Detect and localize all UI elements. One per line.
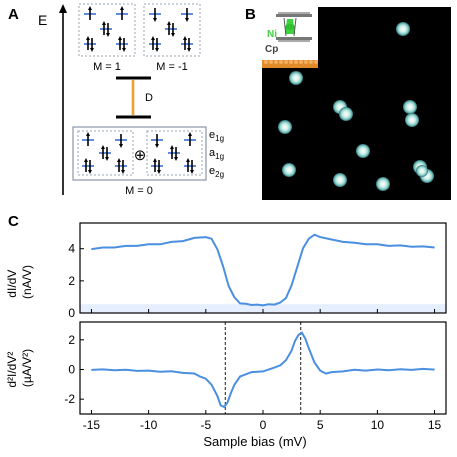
label-m-zero: M = 0 (125, 185, 153, 197)
molecule (282, 163, 296, 177)
orbital-label-a1g: a1g (209, 147, 224, 161)
panel-c-letter: C (8, 213, 19, 230)
panel-a-letter: A (8, 6, 19, 23)
panel-b: B Ni Cp (245, 6, 451, 200)
molecule (405, 113, 419, 127)
x-tick-label: 10 (371, 418, 385, 432)
ni-label: Ni (267, 29, 277, 40)
molecule (403, 100, 417, 114)
x-tick-label: -5 (200, 418, 211, 432)
y-tick-label: -2 (64, 392, 75, 406)
x-tick-label: 5 (317, 418, 324, 432)
didv-series-line (91, 233, 435, 307)
d2idv2-chart: -2 0 2 -15 -10 -5 0 5 10 15 d²I/dV² (µA/V²) (5, 321, 447, 432)
didv-y-ticks: 0 2 4 (68, 242, 436, 320)
orbital-diagram (149, 8, 193, 52)
y-tick-label: 0 (68, 306, 75, 320)
copper-substrate (262, 60, 318, 68)
zero-baseline-band (80, 304, 446, 313)
d2idv2-plot-frame (79, 321, 447, 415)
state-box-m-plus-1 (78, 3, 136, 57)
dashed-markers (224, 322, 302, 414)
orbital-diagram (84, 6, 128, 52)
gap-label: D (145, 92, 153, 104)
state-box-m-zero: ⊕ (72, 126, 207, 181)
molecule (339, 107, 353, 121)
orbital-label-e1g: e1g (209, 129, 224, 143)
d2idv2-series-line (91, 331, 435, 409)
molecule (289, 71, 303, 85)
molecule (356, 144, 370, 158)
y-tick-label: 0 (68, 362, 75, 376)
didv-chart: 0 2 4 dI/dV (nA/V) (5, 222, 447, 320)
panel-c: C 0 2 4 dI/dV (nA/V) -2 0 2 -15 -10 -5 0 5 10 15 d²… (5, 213, 447, 449)
state-box-m-minus-1 (143, 3, 201, 57)
d2idv2-ylabel: d²I/dV² (µA/V²) (5, 348, 34, 387)
x-tick-label: 0 (260, 418, 267, 432)
panel-b-letter: B (245, 6, 256, 23)
panel-a: A E (8, 3, 224, 197)
didv-ylabel: dI/dV (nA/V) (5, 265, 34, 299)
label-m-minus-1: M = -1 (156, 61, 187, 73)
y-tick-label: 2 (68, 333, 75, 347)
energy-axis-label: E (38, 12, 47, 28)
molecule (376, 177, 390, 191)
x-axis-label: Sample bias (mV) (203, 434, 306, 449)
y-tick-label: 2 (68, 274, 75, 288)
molecule (396, 22, 410, 36)
nickelocene-model-icon (276, 12, 312, 42)
orbital-diagram (82, 132, 196, 174)
molecule (333, 173, 347, 187)
didv-plot-frame (79, 222, 447, 314)
x-tick-label: -10 (140, 418, 158, 432)
d2idv2-ticks: -2 0 2 -15 -10 -5 0 5 10 15 (64, 333, 441, 432)
adsorbed-molecules (278, 22, 434, 191)
y-tick-label: 4 (68, 242, 75, 256)
molecule (416, 165, 428, 177)
orbital-label-e2g: e2g (209, 165, 224, 179)
superposition-plus-icon: ⊕ (134, 147, 147, 164)
label-m-plus-1: M = 1 (93, 61, 121, 73)
energy-axis-arrow-icon (59, 4, 67, 13)
x-tick-label: 15 (428, 418, 442, 432)
cp-label: Cp (265, 44, 278, 55)
molecule (278, 120, 292, 134)
x-tick-label: -15 (83, 418, 101, 432)
